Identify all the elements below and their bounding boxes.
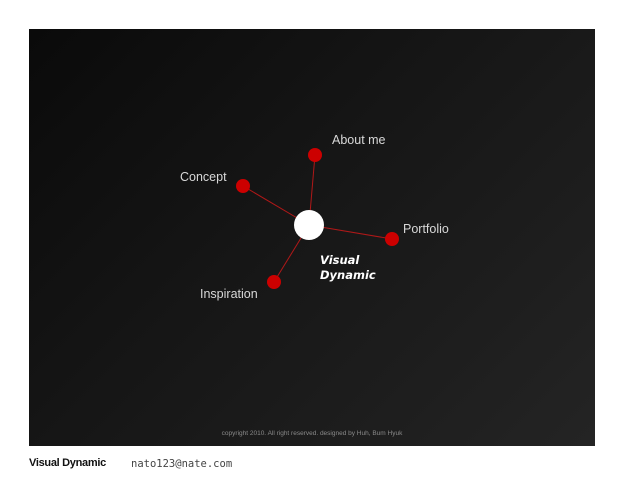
- menu-link-inspiration[interactable]: Inspiration: [200, 287, 258, 301]
- brand-mark: Visual Dynamic: [320, 253, 376, 283]
- node-inspiration[interactable]: [267, 275, 281, 289]
- brand-line-1: Visual: [320, 253, 360, 267]
- copyright-text: copyright 2010. All right reserved. desi…: [221, 430, 403, 437]
- node-concept[interactable]: [236, 179, 250, 193]
- brand-line-2: Dynamic: [320, 268, 376, 282]
- footer-title: Visual Dynamic: [29, 457, 106, 469]
- menu-link-concept[interactable]: Concept: [180, 170, 227, 184]
- hub-node[interactable]: [294, 210, 324, 240]
- menu-link-portfolio[interactable]: Portfolio: [403, 222, 449, 236]
- menu-diagram: [236, 148, 399, 289]
- footer-email[interactable]: nato123@nate.com: [131, 458, 233, 470]
- hero-stage: About me Concept Portfolio Inspiration V…: [29, 29, 595, 446]
- node-about[interactable]: [308, 148, 322, 162]
- menu-link-about-me[interactable]: About me: [332, 133, 386, 147]
- node-portfolio[interactable]: [385, 232, 399, 246]
